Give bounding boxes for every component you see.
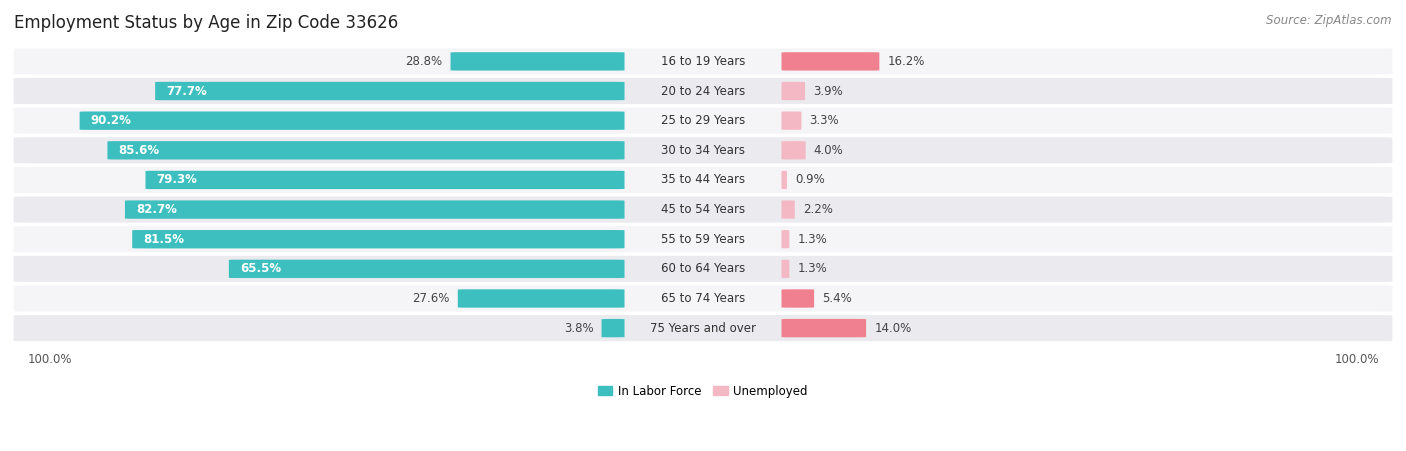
FancyBboxPatch shape — [145, 171, 624, 189]
Text: 75 Years and over: 75 Years and over — [650, 322, 756, 335]
Text: 35 to 44 Years: 35 to 44 Years — [661, 174, 745, 186]
Legend: In Labor Force, Unemployed: In Labor Force, Unemployed — [593, 380, 813, 402]
FancyBboxPatch shape — [14, 197, 1392, 223]
Text: 77.7%: 77.7% — [166, 84, 207, 97]
FancyBboxPatch shape — [14, 315, 1392, 341]
FancyBboxPatch shape — [779, 230, 793, 249]
FancyBboxPatch shape — [782, 319, 866, 337]
Text: 90.2%: 90.2% — [90, 114, 131, 127]
Text: 3.8%: 3.8% — [564, 322, 593, 335]
Text: 55 to 59 Years: 55 to 59 Years — [661, 233, 745, 246]
Text: 100.0%: 100.0% — [1334, 353, 1379, 366]
FancyBboxPatch shape — [132, 230, 624, 249]
Text: 100.0%: 100.0% — [27, 353, 72, 366]
Text: 20 to 24 Years: 20 to 24 Years — [661, 84, 745, 97]
Text: 60 to 64 Years: 60 to 64 Years — [661, 262, 745, 276]
FancyBboxPatch shape — [14, 226, 1392, 252]
FancyBboxPatch shape — [782, 141, 806, 160]
Text: 28.8%: 28.8% — [405, 55, 443, 68]
FancyBboxPatch shape — [14, 167, 1392, 193]
FancyBboxPatch shape — [458, 289, 624, 308]
Text: 79.3%: 79.3% — [156, 174, 197, 186]
Text: 27.6%: 27.6% — [412, 292, 450, 305]
Text: 85.6%: 85.6% — [118, 144, 159, 157]
FancyBboxPatch shape — [450, 52, 624, 70]
Text: 81.5%: 81.5% — [143, 233, 184, 246]
Text: 25 to 29 Years: 25 to 29 Years — [661, 114, 745, 127]
Text: 1.3%: 1.3% — [797, 262, 827, 276]
FancyBboxPatch shape — [14, 78, 1392, 104]
FancyBboxPatch shape — [107, 141, 624, 160]
FancyBboxPatch shape — [229, 260, 624, 278]
Text: 82.7%: 82.7% — [136, 203, 177, 216]
FancyBboxPatch shape — [782, 289, 814, 308]
FancyBboxPatch shape — [14, 137, 1392, 163]
FancyBboxPatch shape — [80, 111, 624, 130]
FancyBboxPatch shape — [602, 319, 624, 337]
FancyBboxPatch shape — [776, 171, 793, 189]
FancyBboxPatch shape — [782, 52, 879, 70]
Text: Employment Status by Age in Zip Code 33626: Employment Status by Age in Zip Code 336… — [14, 14, 398, 32]
Text: Source: ZipAtlas.com: Source: ZipAtlas.com — [1267, 14, 1392, 27]
FancyBboxPatch shape — [779, 260, 793, 278]
Text: 65 to 74 Years: 65 to 74 Years — [661, 292, 745, 305]
FancyBboxPatch shape — [14, 256, 1392, 282]
FancyBboxPatch shape — [14, 48, 1392, 74]
Text: 16.2%: 16.2% — [887, 55, 925, 68]
Text: 65.5%: 65.5% — [240, 262, 281, 276]
Text: 2.2%: 2.2% — [803, 203, 832, 216]
Text: 0.9%: 0.9% — [796, 174, 825, 186]
FancyBboxPatch shape — [155, 82, 624, 100]
Text: 30 to 34 Years: 30 to 34 Years — [661, 144, 745, 157]
FancyBboxPatch shape — [14, 108, 1392, 133]
FancyBboxPatch shape — [782, 111, 801, 130]
FancyBboxPatch shape — [125, 200, 624, 219]
FancyBboxPatch shape — [782, 200, 794, 219]
Text: 3.3%: 3.3% — [810, 114, 839, 127]
Text: 16 to 19 Years: 16 to 19 Years — [661, 55, 745, 68]
Text: 3.9%: 3.9% — [813, 84, 844, 97]
Text: 14.0%: 14.0% — [875, 322, 911, 335]
Text: 5.4%: 5.4% — [823, 292, 852, 305]
Text: 45 to 54 Years: 45 to 54 Years — [661, 203, 745, 216]
Text: 1.3%: 1.3% — [797, 233, 827, 246]
Text: 4.0%: 4.0% — [814, 144, 844, 157]
FancyBboxPatch shape — [14, 285, 1392, 312]
FancyBboxPatch shape — [782, 82, 806, 100]
